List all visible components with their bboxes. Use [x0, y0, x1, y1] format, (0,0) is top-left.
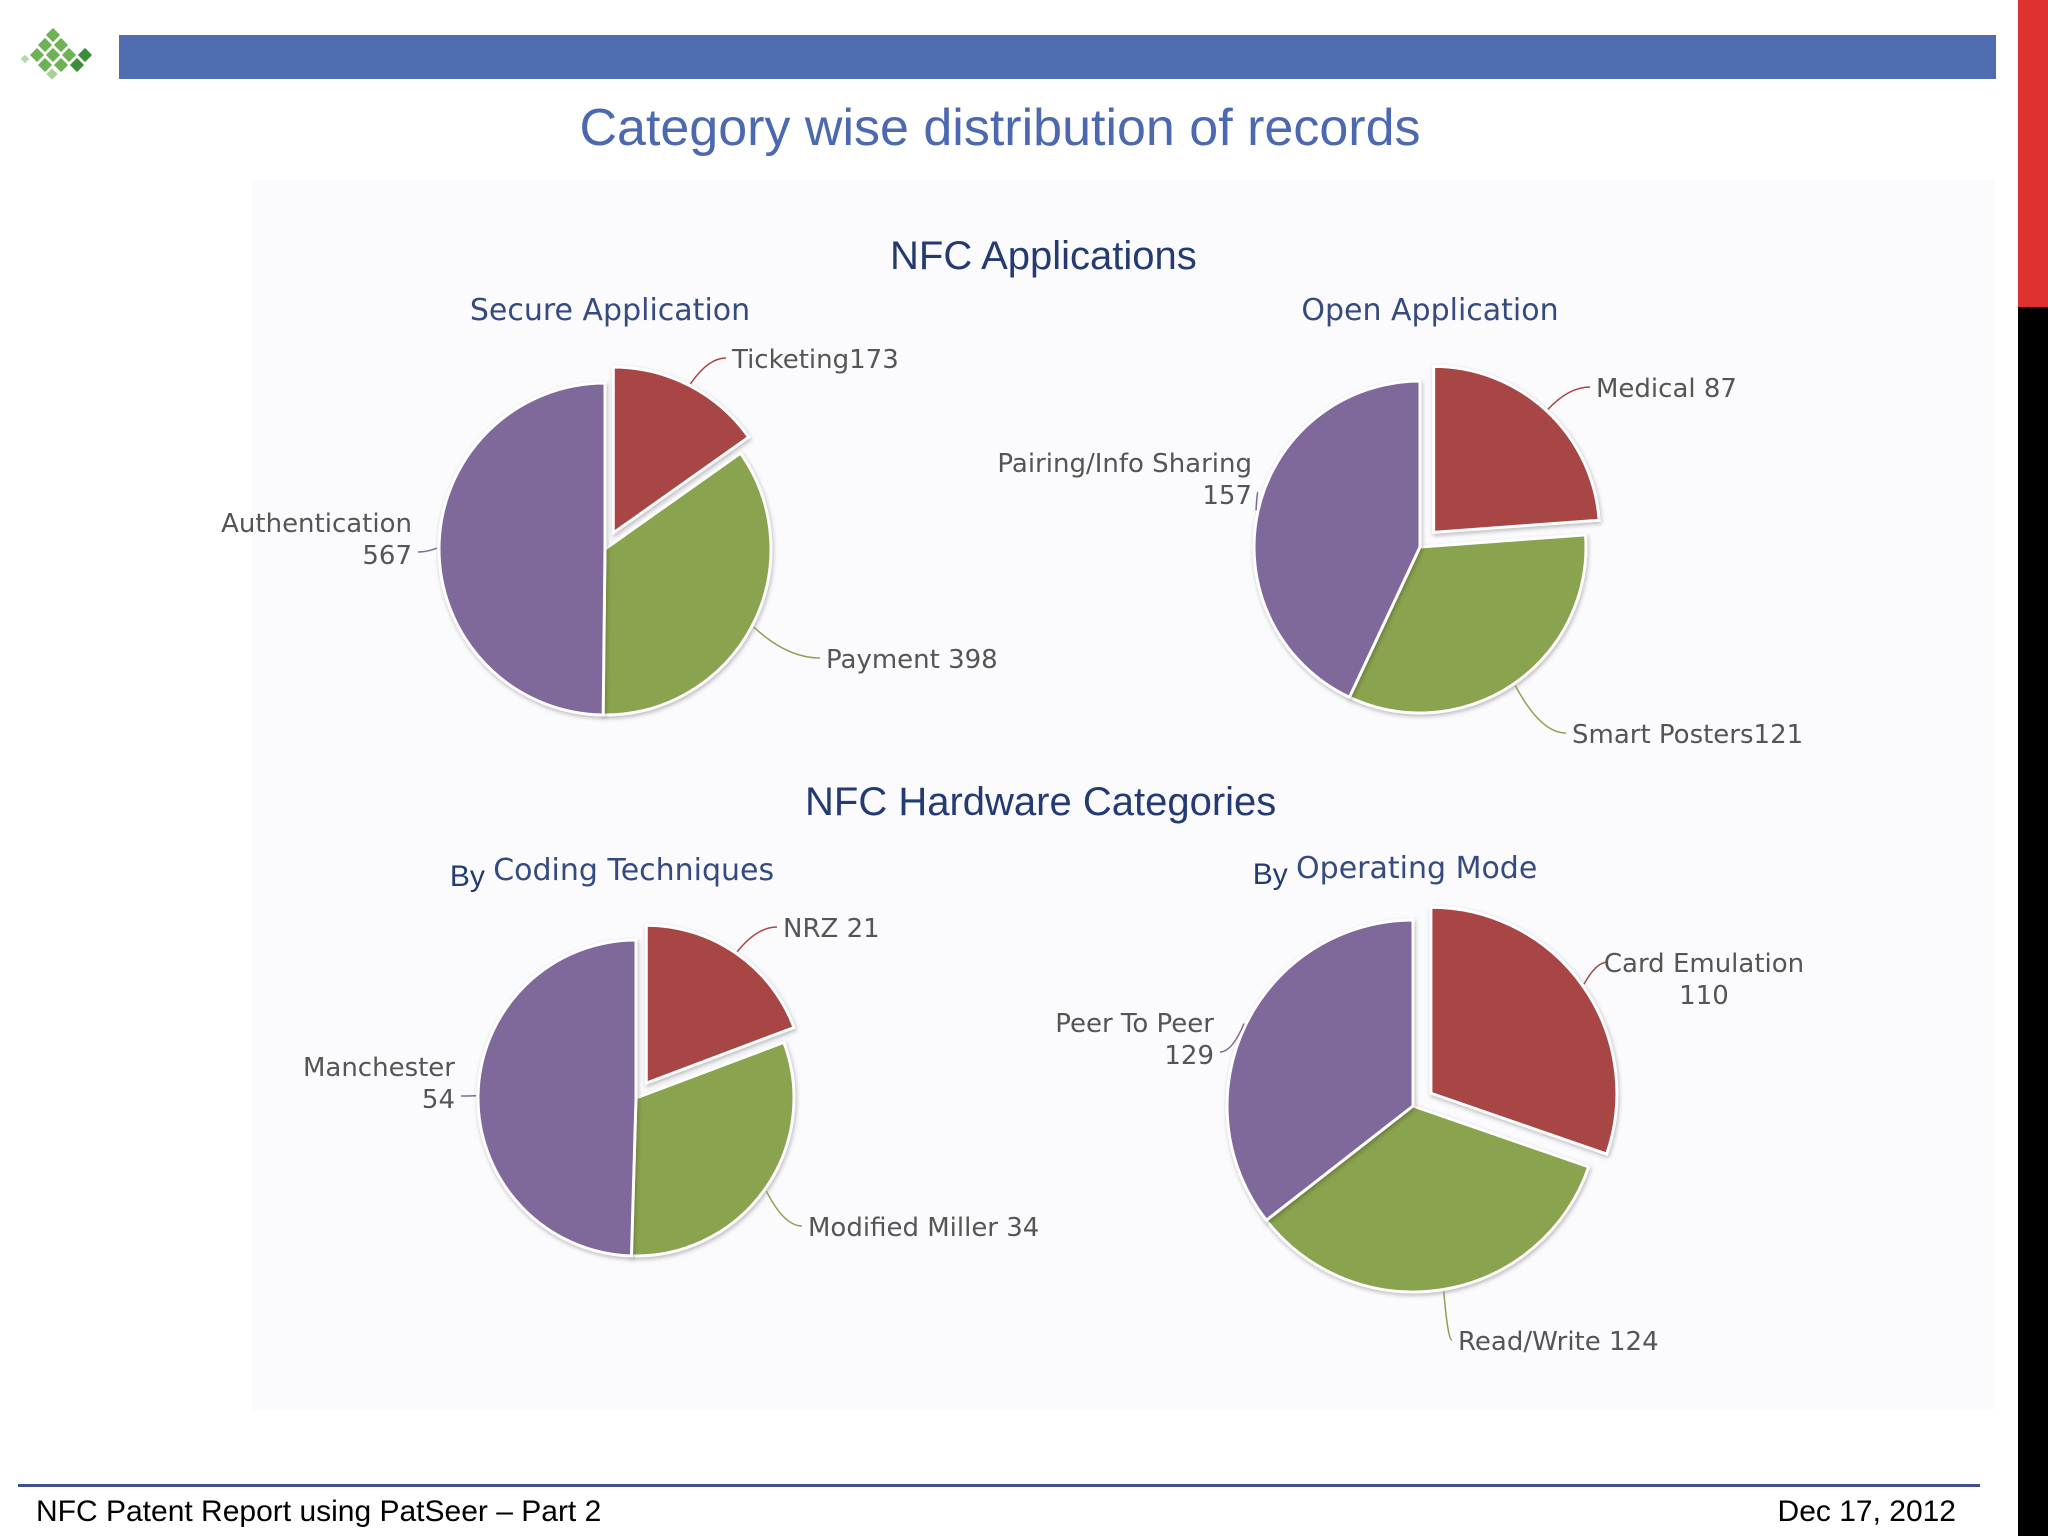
leader-line-card-emulation — [1583, 961, 1609, 985]
pie-slice-payment — [601, 451, 773, 717]
leader-line-authentication — [417, 547, 438, 553]
leader-line-read-write — [1443, 1291, 1453, 1341]
company-logo — [20, 27, 93, 80]
leader-line-modified-miller — [765, 1190, 803, 1227]
pie-chart-secure-application: Secure Application Ticketing173 Payment 39… — [221, 293, 998, 717]
pie-slice-manchester — [476, 938, 638, 1258]
data-label-payment: Payment 398 — [826, 645, 998, 675]
data-label-read-write: Read/Write 124 — [1458, 1327, 1659, 1357]
pie-title-operating-mode: By Operating Mode — [1253, 851, 1538, 891]
data-label-smart-posters: Smart Posters121 — [1572, 720, 1803, 750]
pie-slice-smart-posters — [1347, 533, 1588, 715]
pie-slice-peer-to-peer — [1225, 918, 1415, 1223]
pie-slice-modified-miller — [629, 1040, 796, 1258]
pie-slice-pairing-info-sharing — [1252, 379, 1422, 700]
data-label-manchester: Manchester 54 — [303, 1053, 455, 1115]
data-label-card-emulation: Card Emulation 110 — [1604, 949, 1804, 1011]
pie-slice-card-emulation — [1429, 905, 1619, 1156]
pie-slice-read-write — [1264, 1104, 1591, 1294]
data-label-authentication: Authentication 567 — [221, 509, 412, 571]
data-label-medical: Medical 87 — [1596, 374, 1737, 404]
data-label-nrz: NRZ 21 — [783, 914, 880, 944]
section-title-hardware: NFC Hardware Categories — [805, 780, 1277, 824]
header-bar — [119, 35, 1996, 79]
data-label-pairing-info-sharing: Pairing/Info Sharing 157 — [997, 449, 1252, 511]
leader-line-medical — [1547, 386, 1591, 410]
pie-slice-authentication — [437, 381, 607, 717]
pie-title-secure-application: Secure Application — [470, 293, 750, 328]
pie-chart-open-application: Open Application Medical 87 Smart Posters1… — [997, 293, 1803, 750]
data-label-peer-to-peer: Peer To Peer 129 — [1055, 1009, 1214, 1071]
leader-line-peer-to-peer — [1219, 1023, 1245, 1053]
slide-title: Category wise distribution of records — [579, 99, 1421, 157]
leader-line-nrz — [736, 926, 778, 953]
pie-chart-coding-techniques: By Coding Techniques NRZ 21 Modified Mille… — [303, 853, 1039, 1258]
data-label-modified-miller: Modified Miller 34 — [808, 1213, 1039, 1243]
leader-line-pairing-info-sharing — [1255, 491, 1259, 511]
leader-line-payment — [753, 626, 821, 659]
pie-slice-nrz — [644, 923, 797, 1086]
pie-slice-medical — [1432, 364, 1601, 534]
pie-title-coding-techniques: By Coding Techniques — [450, 853, 774, 893]
footer-divider — [18, 1484, 1980, 1487]
edge-strip-red — [2018, 0, 2048, 307]
footer-report-name: NFC Patent Report using PatSeer – Part 2 — [36, 1495, 602, 1528]
footer-date: Dec 17, 2012 — [1777, 1495, 1956, 1528]
data-label-ticketing: Ticketing173 — [731, 345, 899, 375]
pie-slice-ticketing — [611, 365, 751, 536]
pie-chart-operating-mode: By Operating Mode Card Emulation 110 Read/W… — [1055, 851, 1804, 1357]
leader-line-smart-posters — [1514, 685, 1567, 734]
pie-title-open-application: Open Application — [1301, 293, 1558, 328]
edge-strip-black — [2018, 307, 2048, 1536]
section-title-applications: NFC Applications — [890, 234, 1197, 278]
leader-line-ticketing — [689, 357, 727, 385]
